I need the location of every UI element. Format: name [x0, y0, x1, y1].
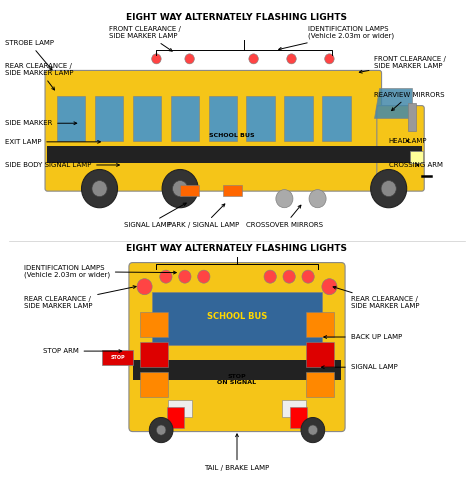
Text: STOP ARM: STOP ARM: [43, 348, 122, 354]
Circle shape: [152, 54, 161, 64]
Bar: [306, 372, 334, 397]
FancyBboxPatch shape: [129, 263, 345, 432]
Circle shape: [92, 181, 107, 197]
FancyBboxPatch shape: [377, 106, 424, 191]
Circle shape: [325, 54, 334, 64]
Circle shape: [283, 270, 295, 283]
Text: BACK UP LAMP: BACK UP LAMP: [324, 334, 402, 340]
Circle shape: [160, 270, 172, 283]
Text: STOP
ON SIGNAL: STOP ON SIGNAL: [218, 374, 256, 385]
Text: CROSSOVER MIRRORS: CROSSOVER MIRRORS: [246, 205, 323, 228]
Circle shape: [308, 425, 318, 435]
Bar: [140, 342, 168, 367]
Text: STROBE LAMP: STROBE LAMP: [5, 40, 54, 70]
Bar: [167, 407, 184, 428]
Text: IDENTIFICATION LAMPS
(Vehicle 2.03m or wider): IDENTIFICATION LAMPS (Vehicle 2.03m or w…: [279, 26, 394, 50]
Bar: [180, 185, 199, 196]
Text: SIGNAL LAMP: SIGNAL LAMP: [321, 364, 398, 370]
Circle shape: [249, 54, 258, 64]
Bar: [133, 360, 341, 380]
Text: SCHOOL BUS: SCHOOL BUS: [210, 133, 255, 138]
Text: SCHOOL BUS: SCHOOL BUS: [207, 312, 267, 321]
Circle shape: [301, 417, 325, 443]
Bar: [152, 292, 322, 345]
Circle shape: [309, 190, 326, 208]
Circle shape: [173, 181, 188, 197]
Text: FRONT CLEARANCE /
SIDE MARKER LAMP: FRONT CLEARANCE / SIDE MARKER LAMP: [109, 26, 181, 51]
Bar: [246, 96, 275, 141]
Bar: [410, 151, 423, 163]
Bar: [223, 185, 242, 196]
Text: REAR CLEARANCE /
SIDE MARKER LAMP: REAR CLEARANCE / SIDE MARKER LAMP: [24, 286, 136, 309]
Text: REAR CLEARANCE /
SIDE MARKER LAMP: REAR CLEARANCE / SIDE MARKER LAMP: [5, 63, 73, 90]
FancyBboxPatch shape: [45, 70, 382, 191]
Text: SIGNAL LAMP: SIGNAL LAMP: [124, 203, 186, 228]
Bar: [133, 96, 161, 141]
Bar: [168, 400, 192, 417]
Bar: [306, 342, 334, 367]
Bar: [209, 96, 237, 141]
Bar: [140, 372, 168, 397]
Text: CROSSING ARM: CROSSING ARM: [389, 162, 443, 168]
Bar: [306, 312, 334, 337]
Bar: [95, 96, 123, 141]
Text: EIGHT WAY ALTERNATELY FLASHING LIGHTS: EIGHT WAY ALTERNATELY FLASHING LIGHTS: [127, 13, 347, 22]
Bar: [290, 407, 307, 428]
Bar: [322, 96, 351, 141]
Circle shape: [287, 54, 296, 64]
Text: REARVIEW MIRRORS: REARVIEW MIRRORS: [374, 92, 445, 111]
Circle shape: [156, 425, 166, 435]
Bar: [57, 96, 85, 141]
Bar: [284, 96, 313, 141]
Text: SIDE MARKER: SIDE MARKER: [5, 120, 77, 126]
Circle shape: [137, 279, 152, 295]
Bar: [408, 103, 416, 131]
Circle shape: [322, 279, 337, 295]
Polygon shape: [374, 88, 412, 118]
Text: FRONT CLEARANCE /
SIDE MARKER LAMP: FRONT CLEARANCE / SIDE MARKER LAMP: [359, 56, 447, 73]
Text: IDENTIFICATION LAMPS
(Vehicle 2.03m or wider): IDENTIFICATION LAMPS (Vehicle 2.03m or w…: [24, 265, 176, 278]
Bar: [102, 350, 133, 365]
Text: REAR CLEARANCE /
SIDE MARKER LAMP: REAR CLEARANCE / SIDE MARKER LAMP: [333, 286, 419, 309]
Bar: [282, 400, 306, 417]
Circle shape: [179, 270, 191, 283]
Text: EIGHT WAY ALTERNATELY FLASHING LIGHTS: EIGHT WAY ALTERNATELY FLASHING LIGHTS: [127, 244, 347, 254]
Circle shape: [264, 270, 276, 283]
Circle shape: [276, 190, 293, 208]
Bar: [140, 312, 168, 337]
Circle shape: [82, 170, 118, 208]
Text: SIDE BODY SIGNAL LAMP: SIDE BODY SIGNAL LAMP: [5, 162, 119, 168]
Circle shape: [149, 417, 173, 443]
Circle shape: [198, 270, 210, 283]
Circle shape: [162, 170, 198, 208]
Bar: [171, 96, 199, 141]
Bar: [47, 146, 422, 163]
Text: PARK / SIGNAL LAMP: PARK / SIGNAL LAMP: [168, 204, 239, 228]
Circle shape: [371, 170, 407, 208]
Circle shape: [185, 54, 194, 64]
Text: TAIL / BRAKE LAMP: TAIL / BRAKE LAMP: [204, 434, 270, 471]
Circle shape: [381, 181, 396, 197]
Text: STOP: STOP: [110, 355, 125, 360]
Text: HEADLAMP: HEADLAMP: [389, 138, 427, 144]
Circle shape: [302, 270, 314, 283]
Text: EXIT LAMP: EXIT LAMP: [5, 139, 100, 145]
